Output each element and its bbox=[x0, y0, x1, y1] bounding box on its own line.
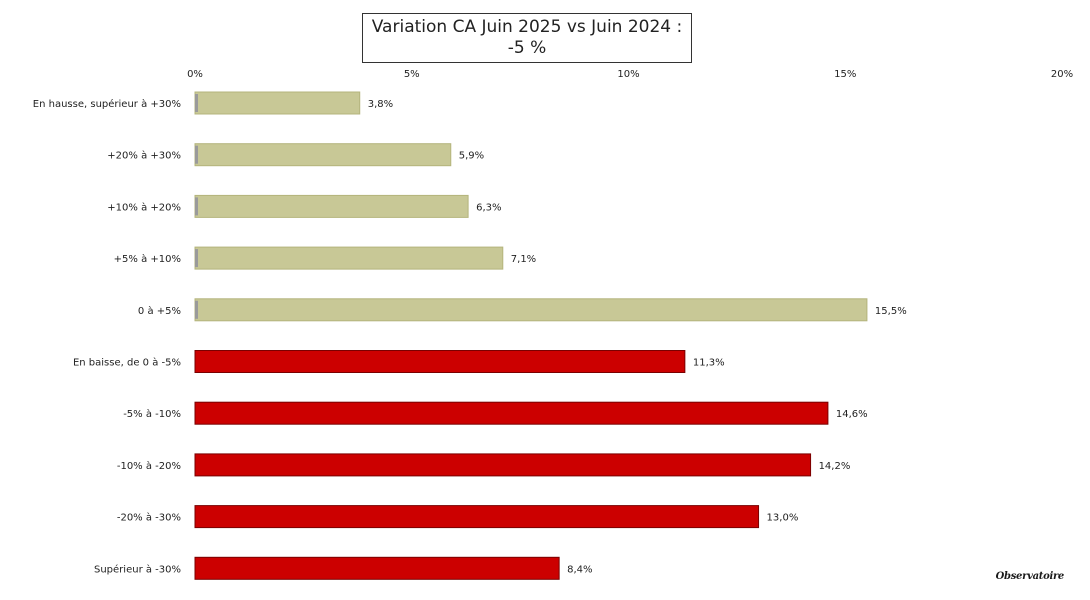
value-label: 11,3% bbox=[693, 358, 725, 369]
bar bbox=[194, 143, 452, 167]
value-label: 14,6% bbox=[836, 409, 868, 420]
x-tick-label: 15% bbox=[834, 69, 856, 80]
bar bbox=[194, 401, 829, 425]
category-labels: En hausse, supérieur à +30% +20% à +30% +1… bbox=[33, 98, 181, 575]
chart-title-line-2: -5 % bbox=[507, 38, 547, 58]
category-label: -5% à -10% bbox=[123, 408, 181, 420]
x-tick-label: 20% bbox=[1051, 69, 1073, 80]
value-labels: 3,8% 5,9% 6,3% 7,1% 15,5% 11,3% 14,6% 14,2% 13,0… bbox=[368, 99, 907, 575]
category-label: +20% à +30% bbox=[107, 150, 181, 162]
value-label: 14,2% bbox=[819, 461, 851, 472]
bar-base-marker bbox=[195, 300, 198, 319]
bar bbox=[194, 298, 868, 322]
bar bbox=[194, 91, 361, 115]
bar-base-marker bbox=[195, 249, 198, 268]
watermark-logo: Observatoire bbox=[995, 571, 1065, 582]
bar bbox=[194, 453, 812, 477]
category-label: Supérieur à -30% bbox=[94, 563, 181, 575]
category-label: -10% à -20% bbox=[117, 460, 181, 472]
x-tick-label: 0% bbox=[187, 69, 203, 80]
x-tick-label: 10% bbox=[617, 69, 639, 80]
bar-base-marker bbox=[195, 94, 198, 112]
category-label: +5% à +10% bbox=[114, 253, 181, 265]
bar bbox=[194, 350, 686, 373]
bar bbox=[194, 194, 469, 218]
category-label: 0 à +5% bbox=[138, 305, 181, 317]
chart-title: Variation CA Juin 2025 vs Juin 2024 : -5… bbox=[362, 13, 692, 63]
value-label: 13,0% bbox=[767, 513, 799, 524]
value-label: 15,5% bbox=[875, 306, 907, 317]
value-label: 5,9% bbox=[459, 151, 484, 162]
category-label: -20% à -30% bbox=[117, 512, 181, 524]
x-axis-ticks: 0% 5% 10% 15% 20% bbox=[187, 69, 1073, 80]
value-label: 7,1% bbox=[511, 254, 536, 265]
bar bbox=[194, 505, 760, 529]
category-label: En baisse, de 0 à -5% bbox=[73, 357, 181, 369]
value-label: 3,8% bbox=[368, 99, 393, 110]
bar-base-marker bbox=[195, 197, 198, 216]
value-label: 8,4% bbox=[567, 564, 592, 575]
category-label: +10% à +20% bbox=[107, 201, 181, 213]
category-label: En hausse, supérieur à +30% bbox=[33, 98, 181, 110]
chart-title-line-1: Variation CA Juin 2025 vs Juin 2024 : bbox=[371, 17, 683, 37]
bar-base-marker bbox=[195, 145, 198, 164]
value-label: 6,3% bbox=[476, 202, 501, 213]
x-tick-label: 5% bbox=[404, 69, 420, 80]
bar bbox=[194, 556, 560, 580]
bar bbox=[194, 246, 504, 270]
bars-group bbox=[194, 91, 868, 580]
